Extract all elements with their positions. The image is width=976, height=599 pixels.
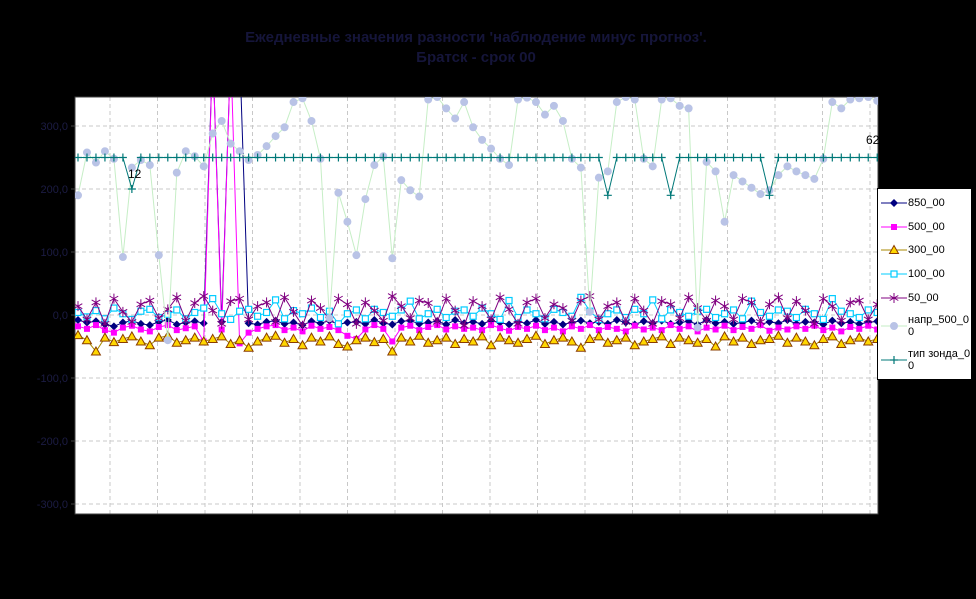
square-marker-icon <box>881 223 907 230</box>
y-axis-tick-label: 100,0 <box>40 247 68 259</box>
legend-label: 50_00 <box>908 291 939 304</box>
legend-entry-50_00: 50_00 <box>880 291 971 305</box>
y-axis-tick-label: 0,0 <box>53 310 68 322</box>
legend: 850_00 500_00 300_00 100_00 50_00 напр_500_00… <box>877 188 972 380</box>
legend-label: 500_00 <box>908 220 945 233</box>
legend-label: 100_00 <box>908 267 945 280</box>
chart-title-line1: Ежедневные значения разности 'наблюдение… <box>245 29 707 46</box>
legend-entry-тип зонда_00: тип зонда_00 <box>880 348 971 372</box>
series-50_00 <box>75 291 878 331</box>
y-axis-tick-label: 300,0 <box>40 121 68 133</box>
plus-marker-icon <box>881 356 907 365</box>
open-square-marker-icon <box>881 270 907 278</box>
asterisk-marker-icon <box>881 292 907 303</box>
circle-marker-icon <box>881 322 907 331</box>
y-axis-tick-label: -100,0 <box>37 373 68 385</box>
y-axis-tick-label: -300,0 <box>37 499 68 511</box>
diamond-marker-icon <box>881 198 907 207</box>
y-axis-tick-label: -200,0 <box>37 436 68 448</box>
legend-label: напр_500_00 <box>908 314 969 339</box>
legend-entry-напр_500_00: напр_500_00 <box>880 314 971 338</box>
legend-entry-300_00: 300_00 <box>880 243 971 257</box>
series-group <box>75 97 878 356</box>
legend-entry-500_00: 500_00 <box>880 220 971 234</box>
legend-entry-100_00: 100_00 <box>880 267 971 281</box>
series-300_00 <box>75 329 878 356</box>
annotation-62: 62 <box>866 133 880 147</box>
y-axis-tick-label: 200,0 <box>40 184 68 196</box>
legend-label: тип зонда_00 <box>908 348 971 373</box>
legend-label: 850_00 <box>908 196 945 209</box>
legend-label: 300_00 <box>908 244 945 257</box>
chart-title: Ежедневные значения разности 'наблюдение… <box>0 28 952 68</box>
annotation-12: 12 <box>128 167 142 181</box>
chart-title-line2: Братск - срок 00 <box>416 49 536 66</box>
legend-entry-850_00: 850_00 <box>880 196 971 210</box>
series-напр_500_00 <box>75 97 878 345</box>
series-тип зонда_00 <box>75 153 878 200</box>
triangle-marker-icon <box>881 244 907 255</box>
